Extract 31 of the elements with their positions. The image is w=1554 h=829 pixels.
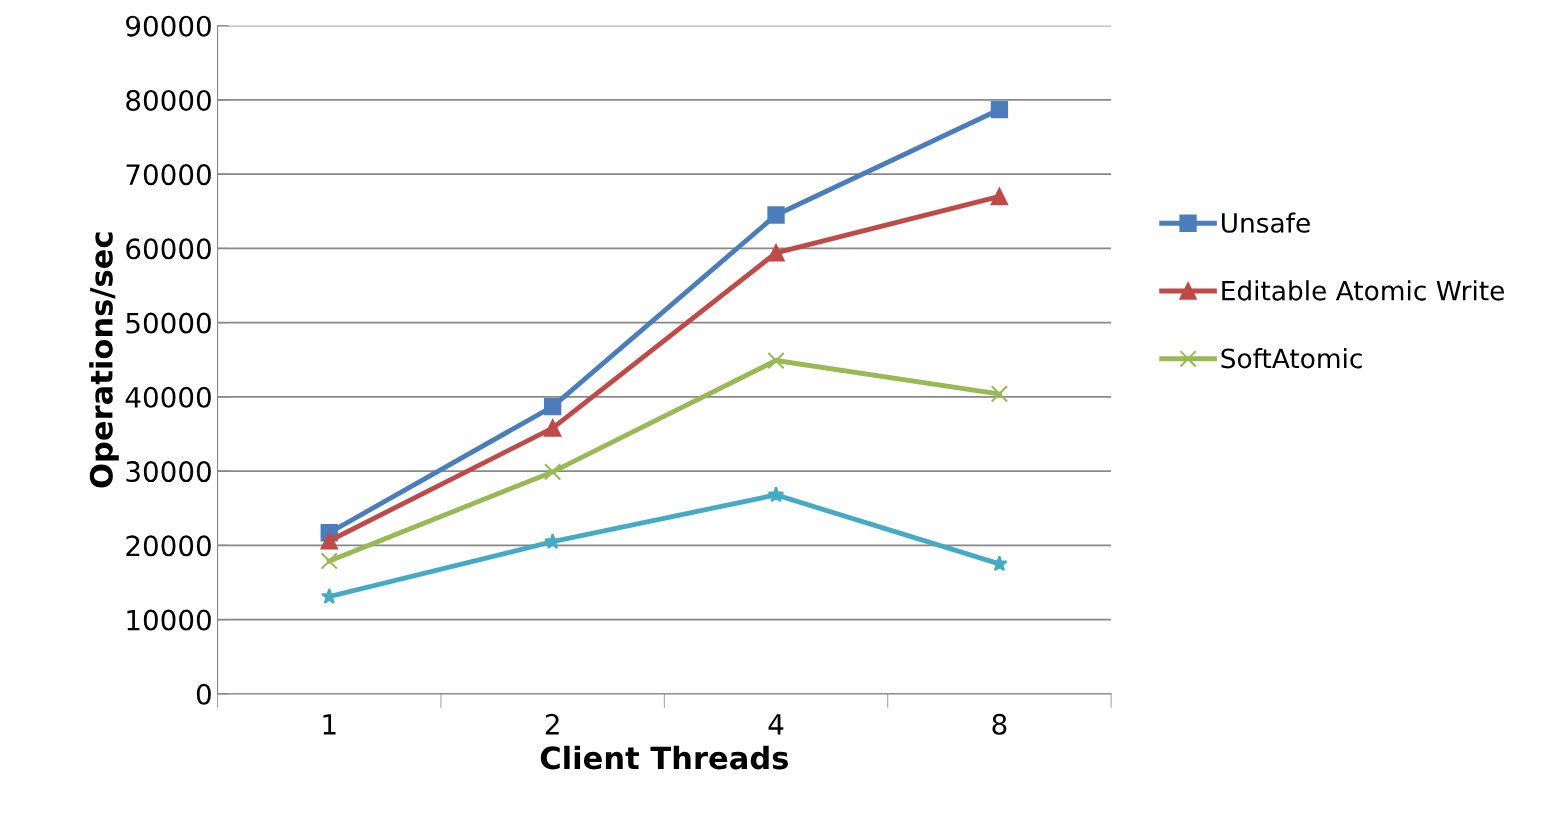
point (320, 532, 338, 550)
x-tick-label: 8 (992, 713, 1007, 735)
point (767, 351, 785, 370)
legend-label: Unsafe (1222, 212, 1310, 233)
y-axis-title: Operations/sec (89, 232, 119, 488)
point (320, 552, 338, 570)
y-tick-label: 10000 (127, 609, 211, 631)
point (990, 100, 1009, 119)
point (543, 463, 562, 481)
y-tick-label: 60000 (126, 238, 211, 260)
point (990, 187, 1009, 206)
x-axis-title: Client Threads (540, 745, 788, 770)
y-tick-label: 30000 (126, 461, 211, 483)
y-tick-label: 50000 (126, 312, 211, 334)
y-tick-label: 0 (196, 683, 211, 705)
x-tick-label: 2 (545, 713, 559, 735)
y-tick-label: 40000 (125, 386, 211, 408)
point (767, 206, 785, 224)
y-tick-label: 70000 (126, 164, 211, 186)
legend-label: Editable Atomic Write (1222, 280, 1504, 301)
legend-label: SoftAtomic (1221, 347, 1362, 369)
y-tick-label: 20000 (126, 535, 211, 557)
y-tick-label: 80000 (126, 89, 211, 111)
point (767, 244, 785, 262)
point (767, 486, 785, 503)
point (543, 397, 562, 416)
point (990, 385, 1009, 403)
x-tick-label: 4 (768, 714, 784, 735)
x-tick-label: 1 (323, 714, 336, 735)
point (543, 419, 562, 437)
y-tick-label: 90000 (126, 15, 211, 37)
